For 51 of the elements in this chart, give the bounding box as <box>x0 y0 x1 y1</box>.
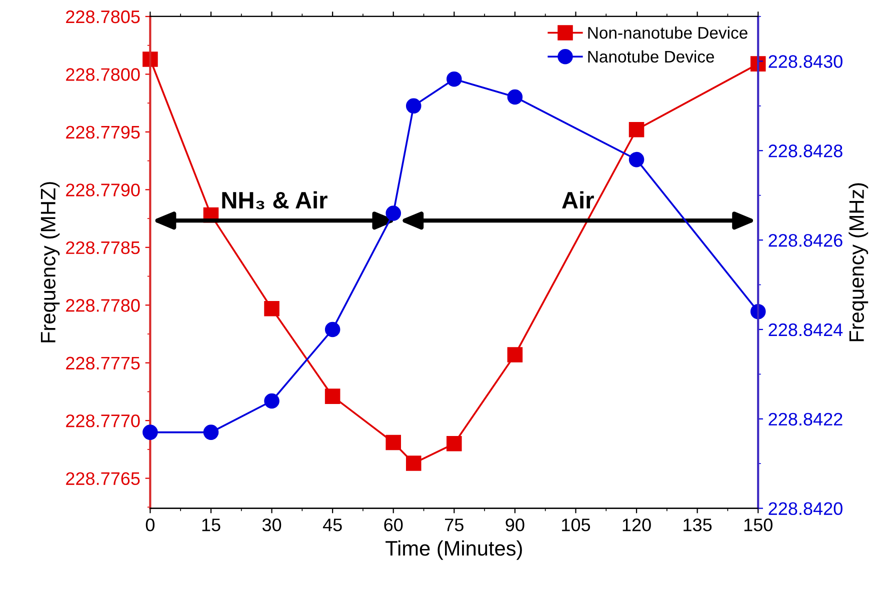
x-tick-label: 90 <box>506 518 524 532</box>
point <box>324 322 340 338</box>
x-tick-label: 135 <box>684 518 712 532</box>
point <box>264 300 280 316</box>
point <box>507 89 523 105</box>
x-tick-label: 60 <box>384 518 403 532</box>
point <box>446 71 462 87</box>
x-tick-label: 120 <box>622 518 651 532</box>
annotation: NH₃ & Air <box>222 191 328 210</box>
y-axis-title: Frequency (MHZ) <box>40 182 60 342</box>
point <box>386 206 401 221</box>
point <box>628 152 644 168</box>
y-tick-label: 228.7805 <box>66 10 140 24</box>
y-tick-label: 228.7785 <box>66 241 140 254</box>
x-axis-title: Time (Minutes) <box>386 540 522 560</box>
x-tick-label: 150 <box>744 518 772 532</box>
y-tick-label: 228.7780 <box>66 299 140 312</box>
y2-tick-label: 228.8420 <box>768 502 842 516</box>
y-tick-label: 228.7800 <box>66 68 140 81</box>
y-tick-label: 228.7790 <box>66 184 140 196</box>
y-tick-label: 228.7770 <box>66 414 140 428</box>
x-tick-label: 30 <box>262 518 282 532</box>
legend-label: Non-nanotube Device <box>588 26 748 39</box>
y-tick-label: 228.7775 <box>66 356 140 370</box>
annotation: Air <box>562 191 594 208</box>
y2-tick-label: 228.8428 <box>768 144 842 158</box>
point <box>507 347 523 362</box>
point <box>628 122 644 138</box>
point <box>446 436 462 452</box>
point <box>406 98 422 114</box>
point <box>203 424 219 440</box>
point <box>142 424 158 440</box>
point <box>386 434 401 450</box>
y2-tick-label: 228.8422 <box>768 412 842 426</box>
x-tick-label: 15 <box>202 518 220 532</box>
y2-tick-label: 228.8424 <box>768 323 843 336</box>
point <box>324 388 340 404</box>
y2-axis-title: Frequency (MHz) <box>848 183 868 342</box>
x-tick-label: 45 <box>322 518 342 532</box>
y2-tick-label: 228.8430 <box>768 55 842 68</box>
x-tick-label: 105 <box>562 518 590 532</box>
x-tick-label: 75 <box>445 518 464 532</box>
point <box>406 456 422 471</box>
x-tick-label: 0 <box>146 518 155 532</box>
point <box>142 52 158 67</box>
point <box>264 393 280 409</box>
y-tick-label: 228.7795 <box>66 126 140 139</box>
point <box>750 56 766 72</box>
y2-tick-label: 228.8426 <box>768 234 842 247</box>
y-tick-label: 228.7765 <box>66 472 140 486</box>
legend-label: Nanotube Device <box>588 50 714 63</box>
